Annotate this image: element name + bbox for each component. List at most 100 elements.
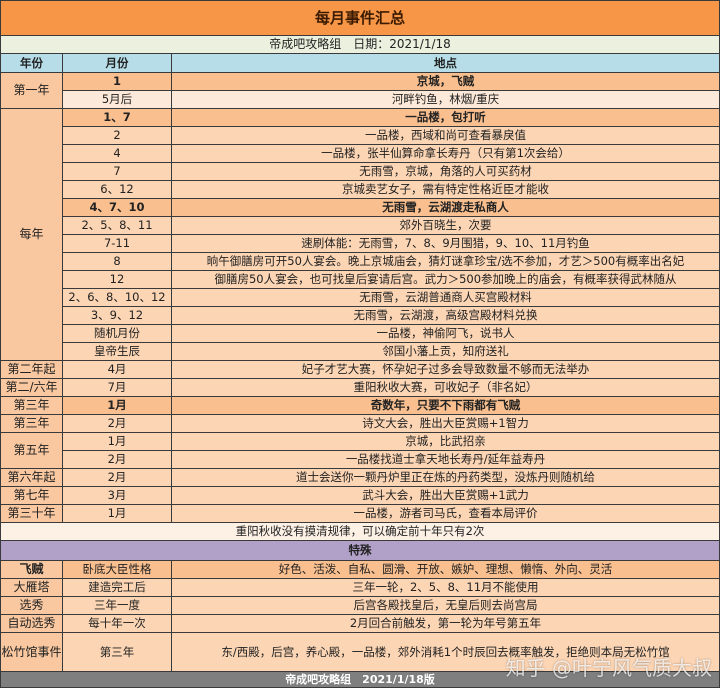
year-cell: 第三年 [0, 396, 63, 415]
year-cell: 每年 [0, 108, 63, 361]
month-cell: 5月后 [62, 90, 172, 109]
table-title: 每月事件汇总 [0, 0, 720, 36]
table-row: 6、12 京城卖艺女子，需有特定性格近臣才能收 [1, 180, 720, 199]
table-row: 2 一品楼，西域和尚可查看暴戾值 [1, 126, 720, 145]
table-row: 第五年 1月 京城，比武招亲 [0, 432, 720, 469]
table-row: 第二/六年 7月 重阳秋收大赛，可收妃子（非名妃） [0, 378, 720, 397]
special-detail-cell: 东/西殿，后宫，养心殿，一品楼，郊外消耗1个时辰回去概率触发，拒绝则本局无松竹馆 [171, 632, 720, 672]
place-cell: 诗文大会，胜出大臣赏赐+1智力 [171, 414, 720, 433]
month-cell: 3、9、12 [62, 306, 172, 325]
special-detail-cell: 后宫各殿找皇后，无皇后则去尚宫局 [171, 596, 720, 615]
year-cell: 第三十年 [0, 504, 63, 523]
table-row: 3、9、12 无雨雪，云湖渡，高级宫殿材料兑换 [1, 306, 720, 325]
year-cell: 第六年起 [0, 468, 63, 487]
place-cell: 道士会送你一颗丹炉里正在炼的丹药类型，没炼丹则随机给 [171, 468, 720, 487]
place-cell: 一品楼，神偷阿飞，说书人 [171, 324, 720, 343]
table-row: 5月后 河畔钓鱼，林烟/重庆 [1, 90, 720, 109]
place-cell: 妃子才艺大赛，怀孕妃子过多会导致数量不够而无法举办 [171, 360, 720, 379]
table-row: 第三年 2月 诗文大会，胜出大臣赏赐+1智力 [0, 414, 720, 433]
table-row: 随机月份 一品楼，神偷阿飞，说书人 [1, 324, 720, 343]
month-cell: 6、12 [62, 180, 172, 199]
table-row: 第三十年 1月 一品楼，游者司马氏，查看本局评价 [0, 504, 720, 523]
month-cell: 7 [62, 162, 172, 181]
table-row: 4 一品楼，张半仙算命拿长寿丹（只有第1次会给） [1, 144, 720, 163]
special-row: 自动选秀 每十年一次 2月回合前触发，第一轮为年号第五年 [0, 614, 720, 633]
place-cell: 无雨雪，云湖渡，高级宫殿材料兑换 [171, 306, 720, 325]
header-month: 月份 [62, 53, 172, 73]
special-time-cell: 每十年一次 [62, 614, 172, 633]
special-time-cell: 第三年 [62, 632, 172, 672]
place-cell: 一品楼找道士拿天地长寿丹/延年益寿丹 [171, 450, 720, 469]
month-cell: 7月 [62, 378, 172, 397]
table-row: 第七年 3月 武斗大会，胜出大臣赏赐+1武力 [0, 486, 720, 505]
year-cell: 第七年 [0, 486, 63, 505]
year-cell: 第三年 [0, 414, 63, 433]
special-row: 大雁塔 建造完工后 三年一轮，2、5、8、11月不能使用 [0, 578, 720, 597]
place-cell: 京城，比武招亲 [171, 432, 720, 451]
place-cell: 京城，飞贼 [171, 72, 720, 91]
month-cell: 随机月份 [62, 324, 172, 343]
special-section-header: 特殊 [0, 540, 720, 561]
month-cell: 1月 [62, 432, 172, 451]
special-time-cell: 三年一度 [62, 596, 172, 615]
place-cell: 重阳秋收大赛，可收妃子（非名妃） [171, 378, 720, 397]
table-footer: 帝成吧攻略组 2021/1/18版 [0, 671, 720, 688]
table-row: 第一年 1 京城，飞贼 [0, 72, 720, 109]
month-cell: 2月 [62, 414, 172, 433]
month-cell: 12 [62, 270, 172, 289]
table-row: 第二年起 4月 妃子才艺大赛，怀孕妃子过多会导致数量不够而无法举办 [0, 360, 720, 379]
table-row: 2、6、8、10、12 无雨雪，云湖普通商人买宫殿材料 [1, 288, 720, 307]
table-row: 7 无雨雪，京城，角落的人可买药材 [1, 162, 720, 181]
place-cell: 御膳房50人宴会，也可找皇后宴请后宫。武力＞500参加晚上的庙会，有概率获得武林… [171, 270, 720, 289]
place-cell: 一品楼，包打听 [171, 108, 720, 127]
month-cell: 2、6、8、10、12 [62, 288, 172, 307]
month-cell: 1月 [62, 396, 172, 415]
place-cell: 京城卖艺女子，需有特定性格近臣才能收 [171, 180, 720, 199]
month-cell: 2月 [62, 450, 172, 469]
table-row: 12 御膳房50人宴会，也可找皇后宴请后宫。武力＞500参加晚上的庙会，有概率获得… [1, 270, 720, 289]
month-cell: 2 [62, 126, 172, 145]
place-cell: 无雨雪，云湖普通商人买宫殿材料 [171, 288, 720, 307]
table-row: 第六年起 2月 道士会送你一颗丹炉里正在炼的丹药类型，没炼丹则随机给 [0, 468, 720, 487]
special-detail-cell: 三年一轮，2、5、8、11月不能使用 [171, 578, 720, 597]
month-cell: 1月 [62, 504, 172, 523]
special-detail-cell: 2月回合前触发，第一轮为年号第五年 [171, 614, 720, 633]
special-name-cell: 大雁塔 [0, 578, 63, 597]
place-cell: 奇数年，只要不下雨都有飞贼 [171, 396, 720, 415]
table-row: 7-11 速刷体能：无雨雪，7、8、9月围猎，9、10、11月钓鱼 [1, 234, 720, 253]
special-row: 选秀 三年一度 后宫各殿找皇后，无皇后则去尚宫局 [0, 596, 720, 615]
year-cell: 第二年起 [0, 360, 63, 379]
special-row: 松竹馆事件 第三年 东/西殿，后宫，养心殿，一品楼，郊外消耗1个时辰回去概率触发，拒… [0, 632, 720, 672]
special-name-cell: 自动选秀 [0, 614, 63, 633]
place-cell: 晌午御膳房可开50人宴会。晚上京城庙会，猜灯谜拿珍宝/选不参加，才艺＞500有概… [171, 252, 720, 271]
month-cell: 4月 [62, 360, 172, 379]
special-name-cell: 飞贼 [0, 560, 63, 579]
place-cell: 一品楼，游者司马氏，查看本局评价 [171, 504, 720, 523]
place-cell: 无雨雪，云湖渡走私商人 [171, 198, 720, 217]
note-row: 重阳秋收没有摸清规律，可以确定前十年只有2次 [0, 522, 720, 541]
table-row: 4、7、10 无雨雪，云湖渡走私商人 [1, 198, 720, 217]
header-place: 地点 [171, 53, 720, 73]
place-cell: 无雨雪，京城，角落的人可买药材 [171, 162, 720, 181]
table-row: 8 晌午御膳房可开50人宴会。晚上京城庙会，猜灯谜拿珍宝/选不参加，才艺＞500有… [1, 252, 720, 271]
place-cell: 邻国小藩上贡，知府送礼 [171, 342, 720, 361]
month-cell: 1、7 [62, 108, 172, 127]
month-cell: 皇帝生辰 [62, 342, 172, 361]
month-cell: 1 [62, 72, 172, 91]
table-row: 第三年 1月 奇数年，只要不下雨都有飞贼 [0, 396, 720, 415]
special-detail-cell: 好色、活泼、自私、圆滑、开放、嫉妒、理想、懒惰、外向、灵活 [171, 560, 720, 579]
special-row: 飞贼 卧底大臣性格 好色、活泼、自私、圆滑、开放、嫉妒、理想、懒惰、外向、灵活 [0, 560, 720, 579]
place-cell: 一品楼，张半仙算命拿长寿丹（只有第1次会给） [171, 144, 720, 163]
special-name-cell: 松竹馆事件 [0, 632, 63, 672]
table-row: 每年 1、7 一品楼，包打听 [0, 108, 720, 361]
month-cell: 4 [62, 144, 172, 163]
table-subtitle: 帝成吧攻略组 日期：2021/1/18 [0, 35, 720, 54]
place-cell: 武斗大会，胜出大臣赏赐+1武力 [171, 486, 720, 505]
year-cell: 第一年 [0, 72, 63, 109]
month-cell: 8 [62, 252, 172, 271]
year-cell: 第五年 [0, 432, 63, 469]
table-row: 2月 一品楼找道士拿天地长寿丹/延年益寿丹 [1, 450, 720, 469]
place-cell: 速刷体能：无雨雪，7、8、9月围猎，9、10、11月钓鱼 [171, 234, 720, 253]
table-row: 皇帝生辰 邻国小藩上贡，知府送礼 [1, 342, 720, 361]
